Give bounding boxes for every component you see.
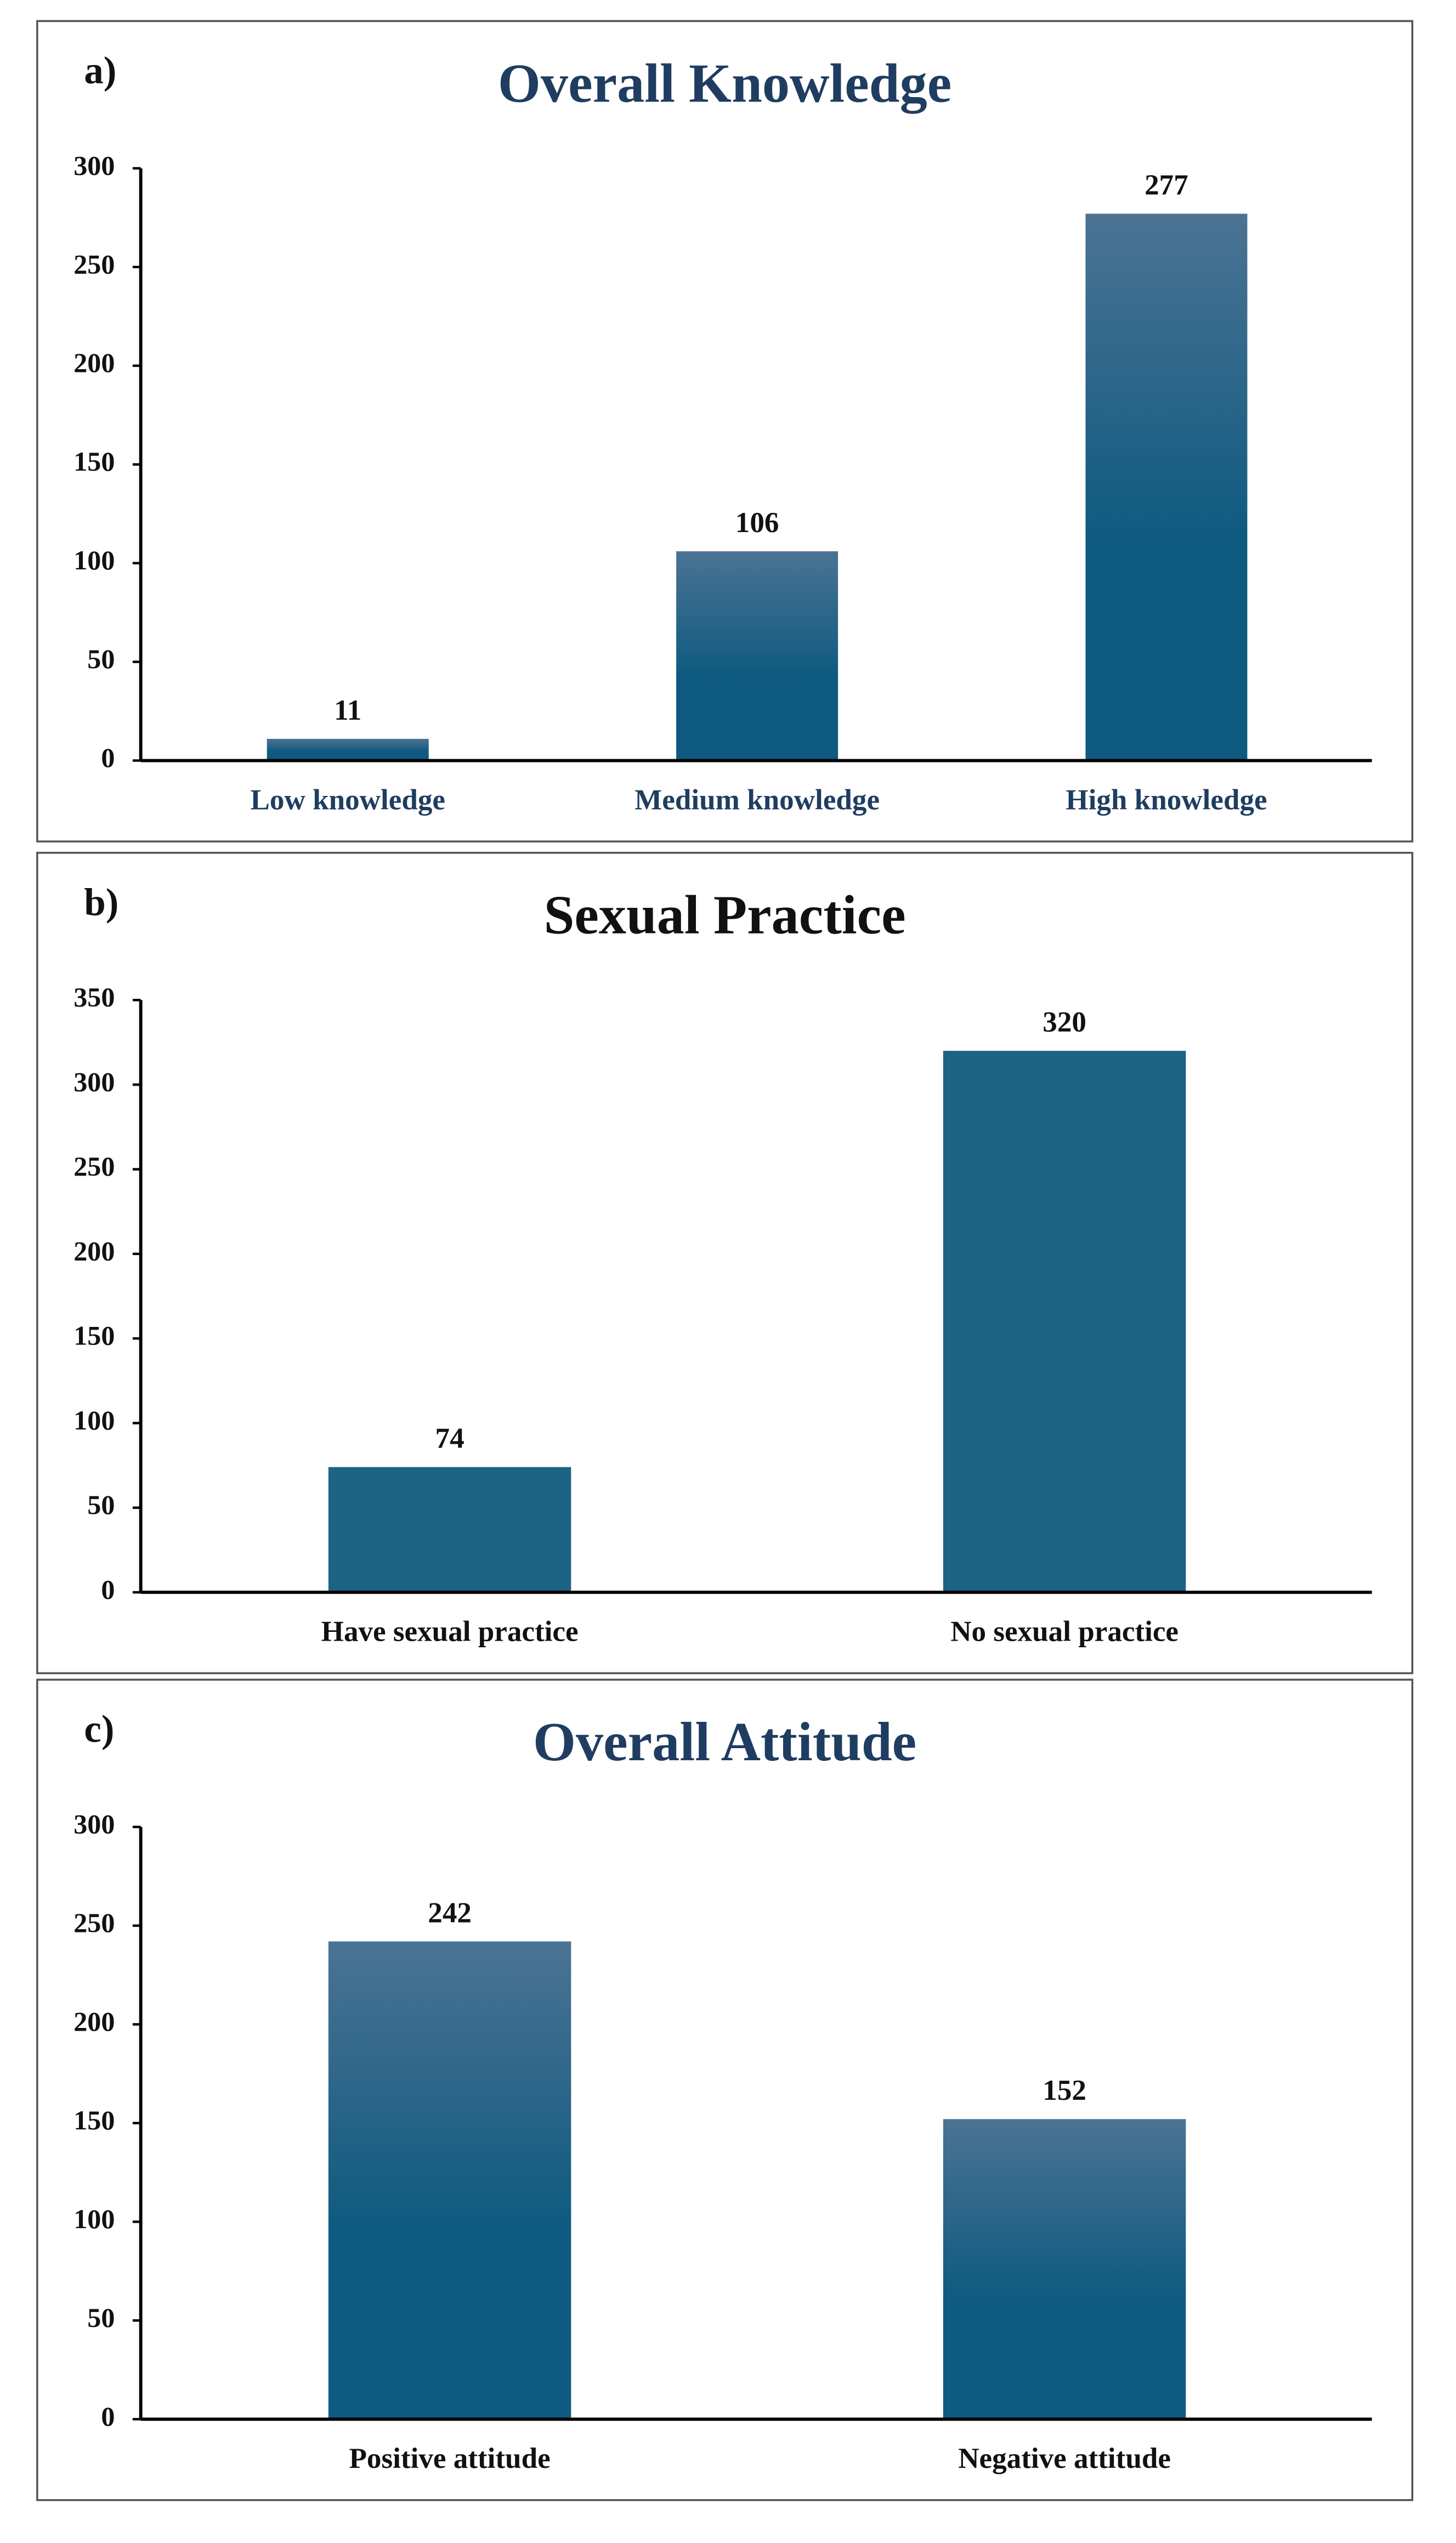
y-tick-label: 0 — [101, 2401, 115, 2432]
bar — [328, 1467, 571, 1592]
value-label: 242 — [428, 1897, 472, 1929]
panel-label: a) — [84, 49, 116, 92]
x-tick-label: Positive attitude — [349, 2443, 551, 2474]
y-tick-label: 50 — [87, 643, 115, 674]
value-label: 74 — [435, 1423, 464, 1455]
panel-frame — [36, 20, 1414, 843]
y-tick-label: 200 — [73, 2006, 115, 2037]
value-label: 152 — [1043, 2075, 1086, 2106]
x-tick-label: No sexual practice — [950, 1616, 1179, 1648]
chart-title: Sexual Practice — [544, 885, 906, 946]
y-tick-label: 250 — [73, 248, 115, 279]
value-label: 11 — [334, 694, 361, 726]
chart-title: Overall Attitude — [533, 1711, 916, 1772]
y-tick-label: 300 — [73, 1809, 115, 1839]
y-tick-label: 50 — [87, 1489, 115, 1520]
y-tick-label: 250 — [73, 1907, 115, 1938]
y-tick-label: 150 — [73, 1320, 115, 1351]
x-tick-label: Have sexual practice — [321, 1616, 579, 1648]
bar — [328, 1941, 571, 2420]
bar — [267, 738, 429, 761]
y-tick-label: 350 — [73, 982, 115, 1013]
y-tick-label: 50 — [87, 2302, 115, 2333]
y-tick-label: 300 — [73, 1066, 115, 1097]
panel-frame — [36, 851, 1414, 1675]
y-tick-label: 100 — [73, 545, 115, 575]
y-tick-label: 150 — [73, 446, 115, 477]
bar — [676, 551, 839, 761]
y-tick-label: 0 — [101, 742, 115, 773]
chart-title: Overall Knowledge — [498, 53, 951, 114]
x-tick-label: Low knowledge — [251, 784, 445, 816]
panel-label: b) — [84, 881, 118, 924]
bar — [943, 2119, 1186, 2420]
y-tick-label: 200 — [73, 1235, 115, 1266]
value-label: 277 — [1145, 169, 1188, 201]
y-tick-label: 200 — [73, 347, 115, 378]
bar — [943, 1050, 1186, 1592]
panel-label: c) — [84, 1708, 114, 1751]
x-tick-label: High knowledge — [1066, 784, 1267, 816]
y-tick-label: 300 — [73, 150, 115, 180]
y-tick-label: 100 — [73, 1405, 115, 1436]
x-tick-label: Negative attitude — [958, 2443, 1171, 2474]
y-tick-label: 100 — [73, 2203, 115, 2234]
bar — [1085, 213, 1248, 761]
y-tick-label: 0 — [101, 1574, 115, 1604]
y-tick-label: 150 — [73, 2105, 115, 2135]
value-label: 106 — [735, 507, 779, 539]
y-tick-label: 250 — [73, 1151, 115, 1182]
panel-frame — [36, 1679, 1414, 2501]
x-tick-label: Medium knowledge — [634, 784, 880, 816]
value-label: 320 — [1043, 1007, 1086, 1038]
